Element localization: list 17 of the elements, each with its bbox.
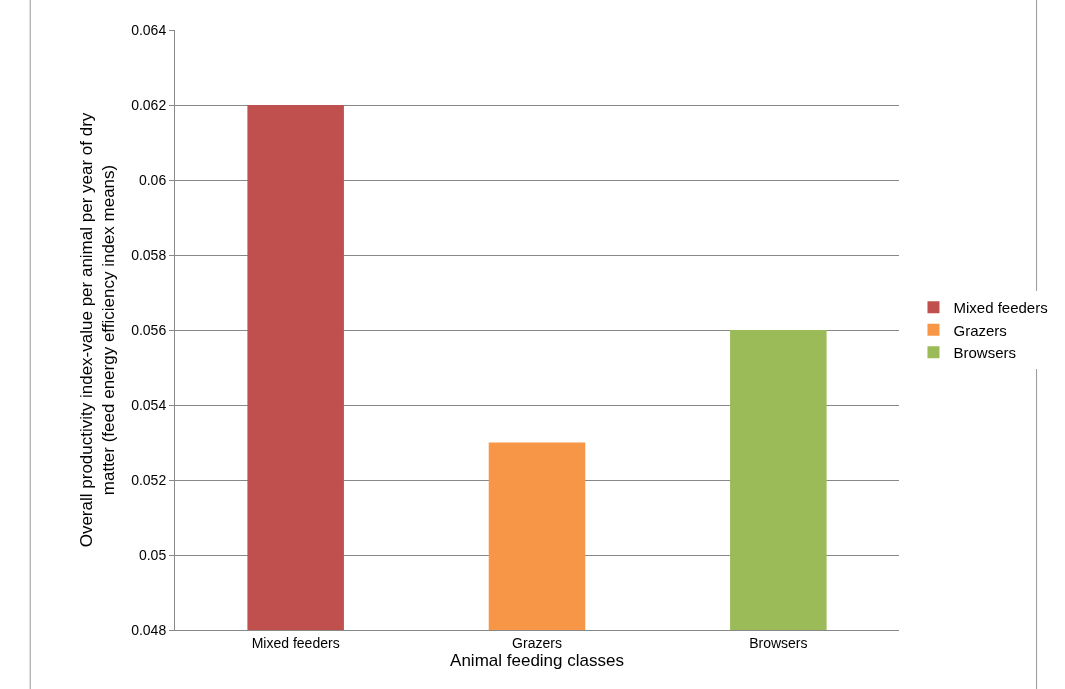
- legend-label: Browsers: [953, 344, 1016, 362]
- x-tick-label: Grazers: [512, 634, 562, 651]
- y-tick-label: 0.06: [138, 171, 167, 188]
- y-tick-label: 0.058: [131, 246, 167, 263]
- y-axis-title: Overall productivity index-value per animal per year of dry matter (feed energy efficiency index means): [76, 112, 118, 548]
- x-tick-label: Browsers: [749, 634, 808, 651]
- x-tick-label: Mixed feeders: [251, 634, 340, 651]
- y-tick-label: 0.05: [138, 546, 167, 563]
- y-tick-label: 0.062: [131, 96, 167, 113]
- y-tick-label: 0.048: [131, 621, 167, 638]
- x-axis-title: Animal feeding classes: [450, 650, 624, 670]
- y-tick-label: 0.064: [131, 21, 167, 38]
- y-tick-label: 0.054: [131, 396, 167, 413]
- legend-label: Mixed feeders: [953, 299, 1048, 317]
- legend-label: Grazers: [953, 321, 1007, 339]
- y-tick-label: 0.052: [131, 471, 167, 488]
- y-tick-label: 0.056: [131, 321, 167, 338]
